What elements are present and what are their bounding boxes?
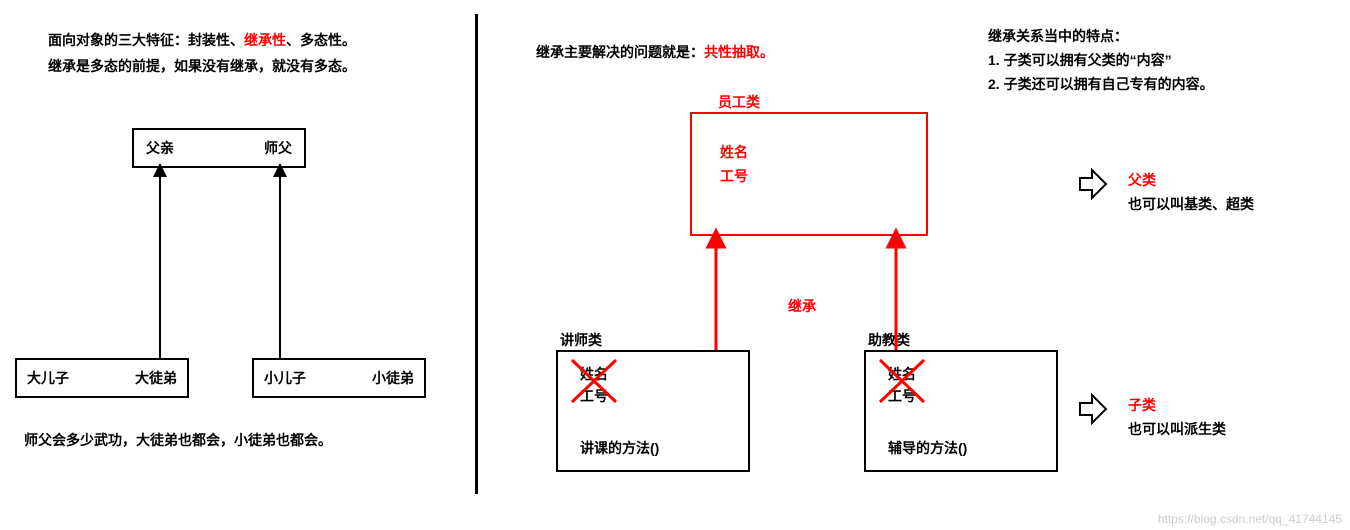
watermark: https://blog.csdn.net/qq_41744145 <box>1158 512 1342 526</box>
left-line2: 继承是多态的前提，如果没有继承，就没有多态。 <box>48 56 356 76</box>
mid-heading-prefix: 继承主要解决的问题就是： <box>536 44 704 60</box>
teacher-strike-id: 工号 <box>580 386 608 406</box>
parent-class-label: 父类 <box>1128 170 1156 190</box>
employee-field-id: 工号 <box>720 166 748 186</box>
teacher-method: 讲课的方法() <box>580 438 659 458</box>
younger-son-box: 小儿子 小徒弟 <box>252 358 426 398</box>
outline-arrow-child-icon <box>1080 395 1106 423</box>
younger-son-label: 小儿子 <box>264 368 306 388</box>
parent-class-alt: 也可以叫基类、超类 <box>1128 194 1254 214</box>
child-class-alt: 也可以叫派生类 <box>1128 419 1226 439</box>
assistant-class-label: 助教类 <box>868 330 910 350</box>
outline-arrow-parent-icon <box>1080 170 1106 198</box>
mid-heading: 继承主要解决的问题就是：共性抽取。 <box>536 42 774 62</box>
assistant-strike-name-text: 姓名 <box>888 366 916 382</box>
child-class-label: 子类 <box>1128 395 1156 415</box>
right-heading-2: 1. 子类可以拥有父类的“内容” <box>988 50 1172 70</box>
teacher-strike-name-text: 姓名 <box>580 366 608 382</box>
right-heading-1: 继承关系当中的特点： <box>988 26 1128 46</box>
employee-class-label: 员工类 <box>718 92 760 112</box>
elder-son-box: 大儿子 大徒弟 <box>15 358 189 398</box>
assistant-strike-name: 姓名 <box>888 364 916 384</box>
vertical-divider <box>475 14 478 494</box>
teacher-class-label: 讲师类 <box>560 330 602 350</box>
assistant-strike-id-text: 工号 <box>888 388 916 404</box>
elder-son-label: 大儿子 <box>27 368 69 388</box>
assistant-method: 辅导的方法() <box>888 438 967 458</box>
assistant-strike-id: 工号 <box>888 386 916 406</box>
teacher-class-box: 姓名 工号 讲课的方法() <box>556 350 750 472</box>
teacher-strike-name: 姓名 <box>580 364 608 384</box>
teacher-strike-id-text: 工号 <box>580 388 608 404</box>
left-bottom-text: 师父会多少武功，大徒弟也都会，小徒弟也都会。 <box>24 430 332 450</box>
left-line1-prefix: 面向对象的三大特征：封装性、 <box>48 32 244 48</box>
inherit-label: 继承 <box>788 296 816 316</box>
mid-heading-highlight: 共性抽取。 <box>704 44 774 60</box>
employee-field-name: 姓名 <box>720 142 748 162</box>
right-heading-3: 2. 子类还可以拥有自己专有的内容。 <box>988 74 1214 94</box>
elder-disciple-label: 大徒弟 <box>135 368 177 388</box>
father-right-label: 师父 <box>264 138 292 158</box>
employee-class-box: 姓名 工号 <box>690 112 928 236</box>
younger-disciple-label: 小徒弟 <box>372 368 414 388</box>
father-box: 父亲 师父 <box>132 128 306 168</box>
left-line1: 面向对象的三大特征：封装性、继承性、多态性。 <box>48 30 356 50</box>
left-line1-highlight: 继承性 <box>244 32 286 48</box>
left-line1-suffix: 、多态性。 <box>286 32 356 48</box>
assistant-class-box: 姓名 工号 辅导的方法() <box>864 350 1058 472</box>
father-left-label: 父亲 <box>146 138 174 158</box>
